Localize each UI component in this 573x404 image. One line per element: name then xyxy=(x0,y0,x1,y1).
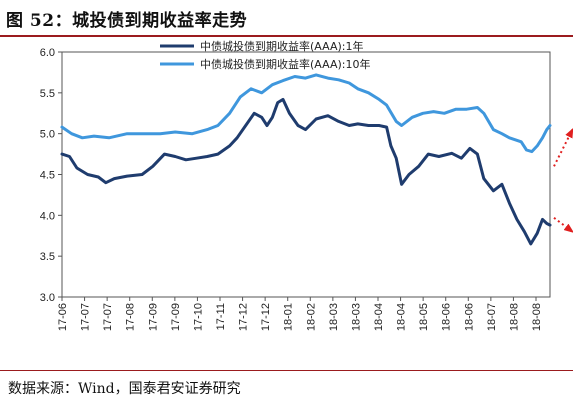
series-line-1y xyxy=(60,97,552,246)
series-line-10y xyxy=(60,73,552,154)
x-tick-label: 18-03 xyxy=(350,303,362,331)
source-rule xyxy=(0,370,573,371)
x-tick-label: 17-09 xyxy=(170,303,182,331)
line-chart: 3.0 3.5 4.0 4.5 5.0 5.5 6.0 17-06 17-07 17-07 17-0… xyxy=(40,39,573,331)
x-tick-label: 17-06 xyxy=(57,303,69,331)
x-tick-label: 17-09 xyxy=(147,303,159,331)
y-tick-label: 3.0 xyxy=(40,292,55,304)
title-rule xyxy=(0,35,573,37)
source-note: 数据来源：Wind，国泰君安证券研究 xyxy=(8,381,241,397)
y-tick-label: 4.0 xyxy=(40,210,55,222)
x-tick-label: 18-08 xyxy=(508,303,520,331)
x-tick-label: 18-05 xyxy=(418,303,430,331)
y-tick-label: 4.5 xyxy=(40,170,55,182)
x-tick-label: 18-06 xyxy=(441,303,453,331)
x-tick-label: 18-03 xyxy=(328,303,340,331)
x-tick-label: 17-12 xyxy=(260,303,272,331)
trend-arrow-up xyxy=(553,127,573,167)
y-tick-label: 3.5 xyxy=(40,251,55,263)
y-tick-label: 6.0 xyxy=(40,47,55,59)
x-tick-label: 18-02 xyxy=(305,303,317,331)
y-tick-label: 5.5 xyxy=(40,88,55,100)
legend-label: 中债城投债到期收益率(AAA):10年 xyxy=(200,57,370,71)
x-tick-label: 18-04 xyxy=(373,303,385,331)
trend-arrow-down xyxy=(553,216,573,233)
legend-label: 中债城投债到期收益率(AAA):1年 xyxy=(200,39,363,53)
x-tick-label: 17-11 xyxy=(215,303,227,330)
y-tick-label: 5.0 xyxy=(40,129,55,141)
x-tick-label: 18-08 xyxy=(531,303,543,331)
x-tick-label: 18-04 xyxy=(396,303,408,331)
x-tick-label: 17-07 xyxy=(80,303,92,331)
x-tick-label: 17-08 xyxy=(125,303,137,331)
x-tick-label: 18-07 xyxy=(486,303,498,331)
x-tick-label: 17-07 xyxy=(102,303,114,331)
figure-title: 图 52：城投债到期收益率走势 xyxy=(6,11,248,31)
x-tick-label: 17-12 xyxy=(238,303,250,331)
x-tick-label: 18-06 xyxy=(463,303,475,331)
x-tick-label: 17-10 xyxy=(192,303,204,331)
x-tick-label: 18-01 xyxy=(283,303,295,331)
